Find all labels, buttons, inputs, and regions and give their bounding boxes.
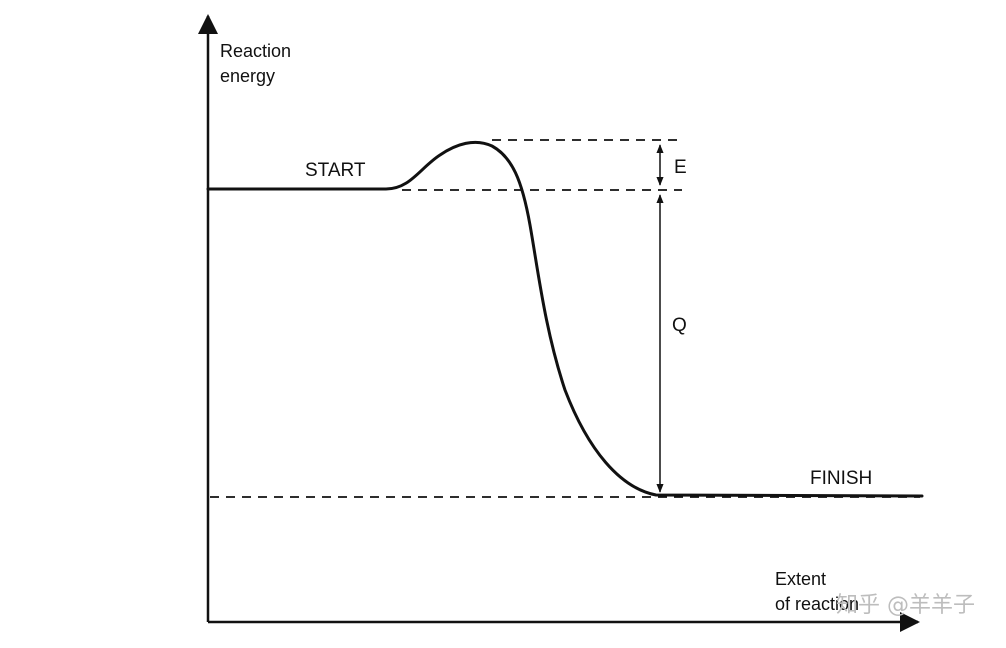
y-axis-label-line2: energy [220, 66, 275, 86]
x-axis-label-line2: of reaction [775, 594, 859, 614]
y-axis-label-line1: Reaction [220, 41, 291, 61]
activation-energy-label: E [674, 157, 687, 178]
watermark-text: 知乎 @羊羊子 [836, 593, 975, 618]
start-label: START [305, 160, 366, 181]
x-axis-label-line1: Extent [775, 569, 826, 589]
finish-label: FINISH [810, 468, 872, 489]
reaction-energy-curve [206, 140, 924, 498]
heat-of-reaction-label: Q [672, 315, 687, 336]
